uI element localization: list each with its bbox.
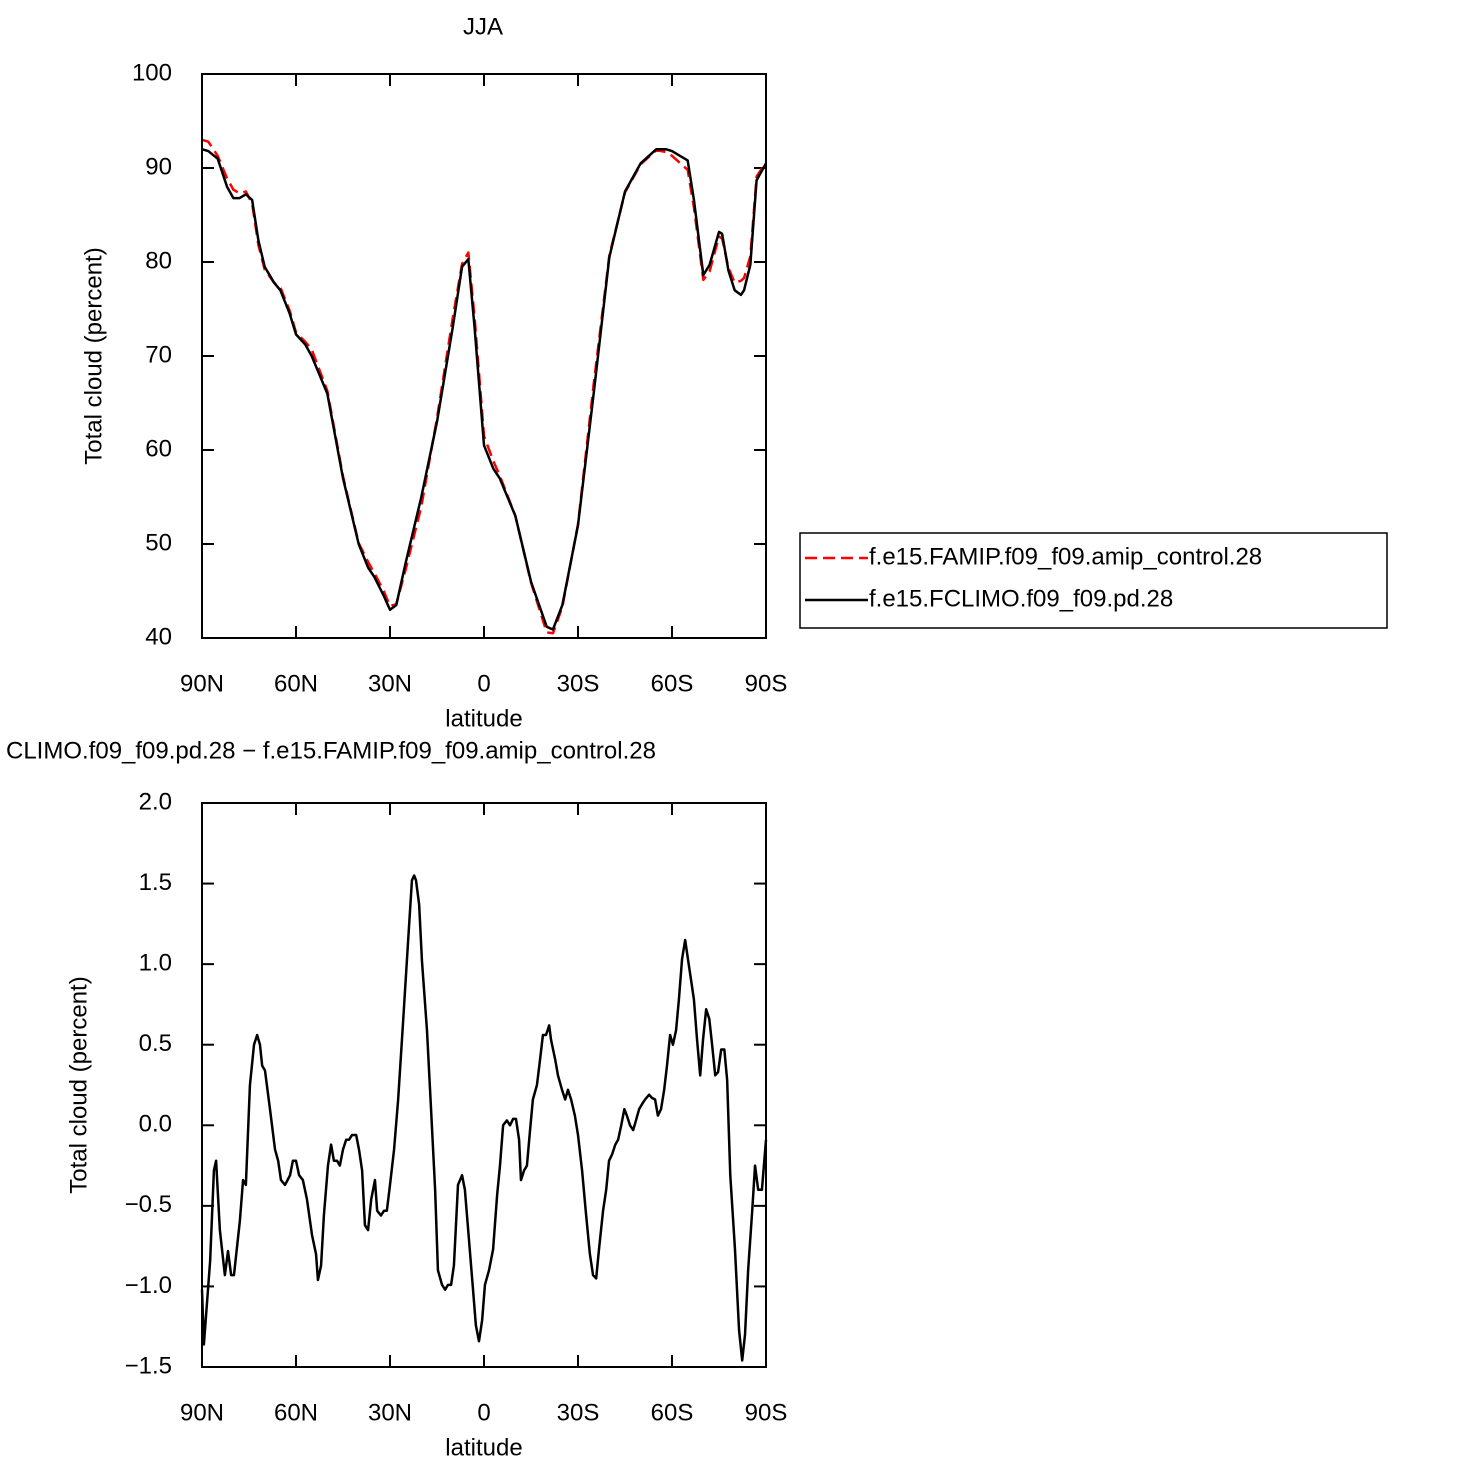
x-tick-label: 0 bbox=[477, 1399, 490, 1426]
x-tick-label: 60S bbox=[651, 670, 694, 697]
y-tick-label: 60 bbox=[145, 435, 172, 462]
x-axis-label: latitude bbox=[445, 705, 522, 732]
legend-box bbox=[799, 532, 1388, 629]
y-tick-label: 80 bbox=[145, 247, 172, 274]
y-tick-label: 100 bbox=[132, 59, 172, 86]
x-tick-label: 30N bbox=[368, 1399, 412, 1426]
data-line bbox=[200, 874, 768, 1362]
y-tick-label: −1.5 bbox=[125, 1352, 172, 1379]
y-tick-label: −0.5 bbox=[125, 1191, 172, 1218]
legend-label: f.e15.FCLIMO.f09_f09.pd.28 bbox=[869, 585, 1173, 612]
y-tick-label: 2.0 bbox=[139, 788, 172, 815]
data-line bbox=[201, 138, 768, 635]
y-tick-label: 50 bbox=[145, 529, 172, 556]
x-tick-label: 60N bbox=[274, 1399, 318, 1426]
x-tick-label: 90S bbox=[745, 1399, 788, 1426]
y-axis-label: Total cloud (percent) bbox=[80, 247, 107, 464]
x-tick-label: 30S bbox=[557, 1399, 600, 1426]
y-tick-label: 70 bbox=[145, 341, 172, 368]
y-tick-label: −1.0 bbox=[125, 1272, 172, 1299]
y-tick-label: 1.5 bbox=[139, 869, 172, 896]
y-tick-label: 0.0 bbox=[139, 1111, 172, 1138]
chart-title: JJA bbox=[463, 13, 503, 40]
plot-frame bbox=[201, 802, 767, 1368]
y-tick-label: 90 bbox=[145, 153, 172, 180]
x-tick-label: 0 bbox=[477, 670, 490, 697]
y-tick-label: 40 bbox=[145, 623, 172, 650]
plot-frame bbox=[201, 73, 767, 639]
x-tick-label: 90S bbox=[745, 670, 788, 697]
y-tick-label: 0.5 bbox=[139, 1030, 172, 1057]
data-line bbox=[201, 147, 768, 631]
x-tick-label: 90N bbox=[180, 670, 224, 697]
legend-label: f.e15.FAMIP.f09_f09.amip_control.28 bbox=[869, 543, 1262, 570]
x-tick-label: 30S bbox=[557, 670, 600, 697]
x-tick-label: 30N bbox=[368, 670, 412, 697]
x-tick-label: 60N bbox=[274, 670, 318, 697]
x-tick-label: 60S bbox=[651, 1399, 694, 1426]
y-tick-label: 1.0 bbox=[139, 949, 172, 976]
x-tick-label: 90N bbox=[180, 1399, 224, 1426]
chart-title: CLIMO.f09_f09.pd.28 − f.e15.FAMIP.f09_f0… bbox=[6, 737, 656, 764]
y-axis-label: Total cloud (percent) bbox=[65, 976, 92, 1193]
x-axis-label: latitude bbox=[445, 1434, 522, 1461]
